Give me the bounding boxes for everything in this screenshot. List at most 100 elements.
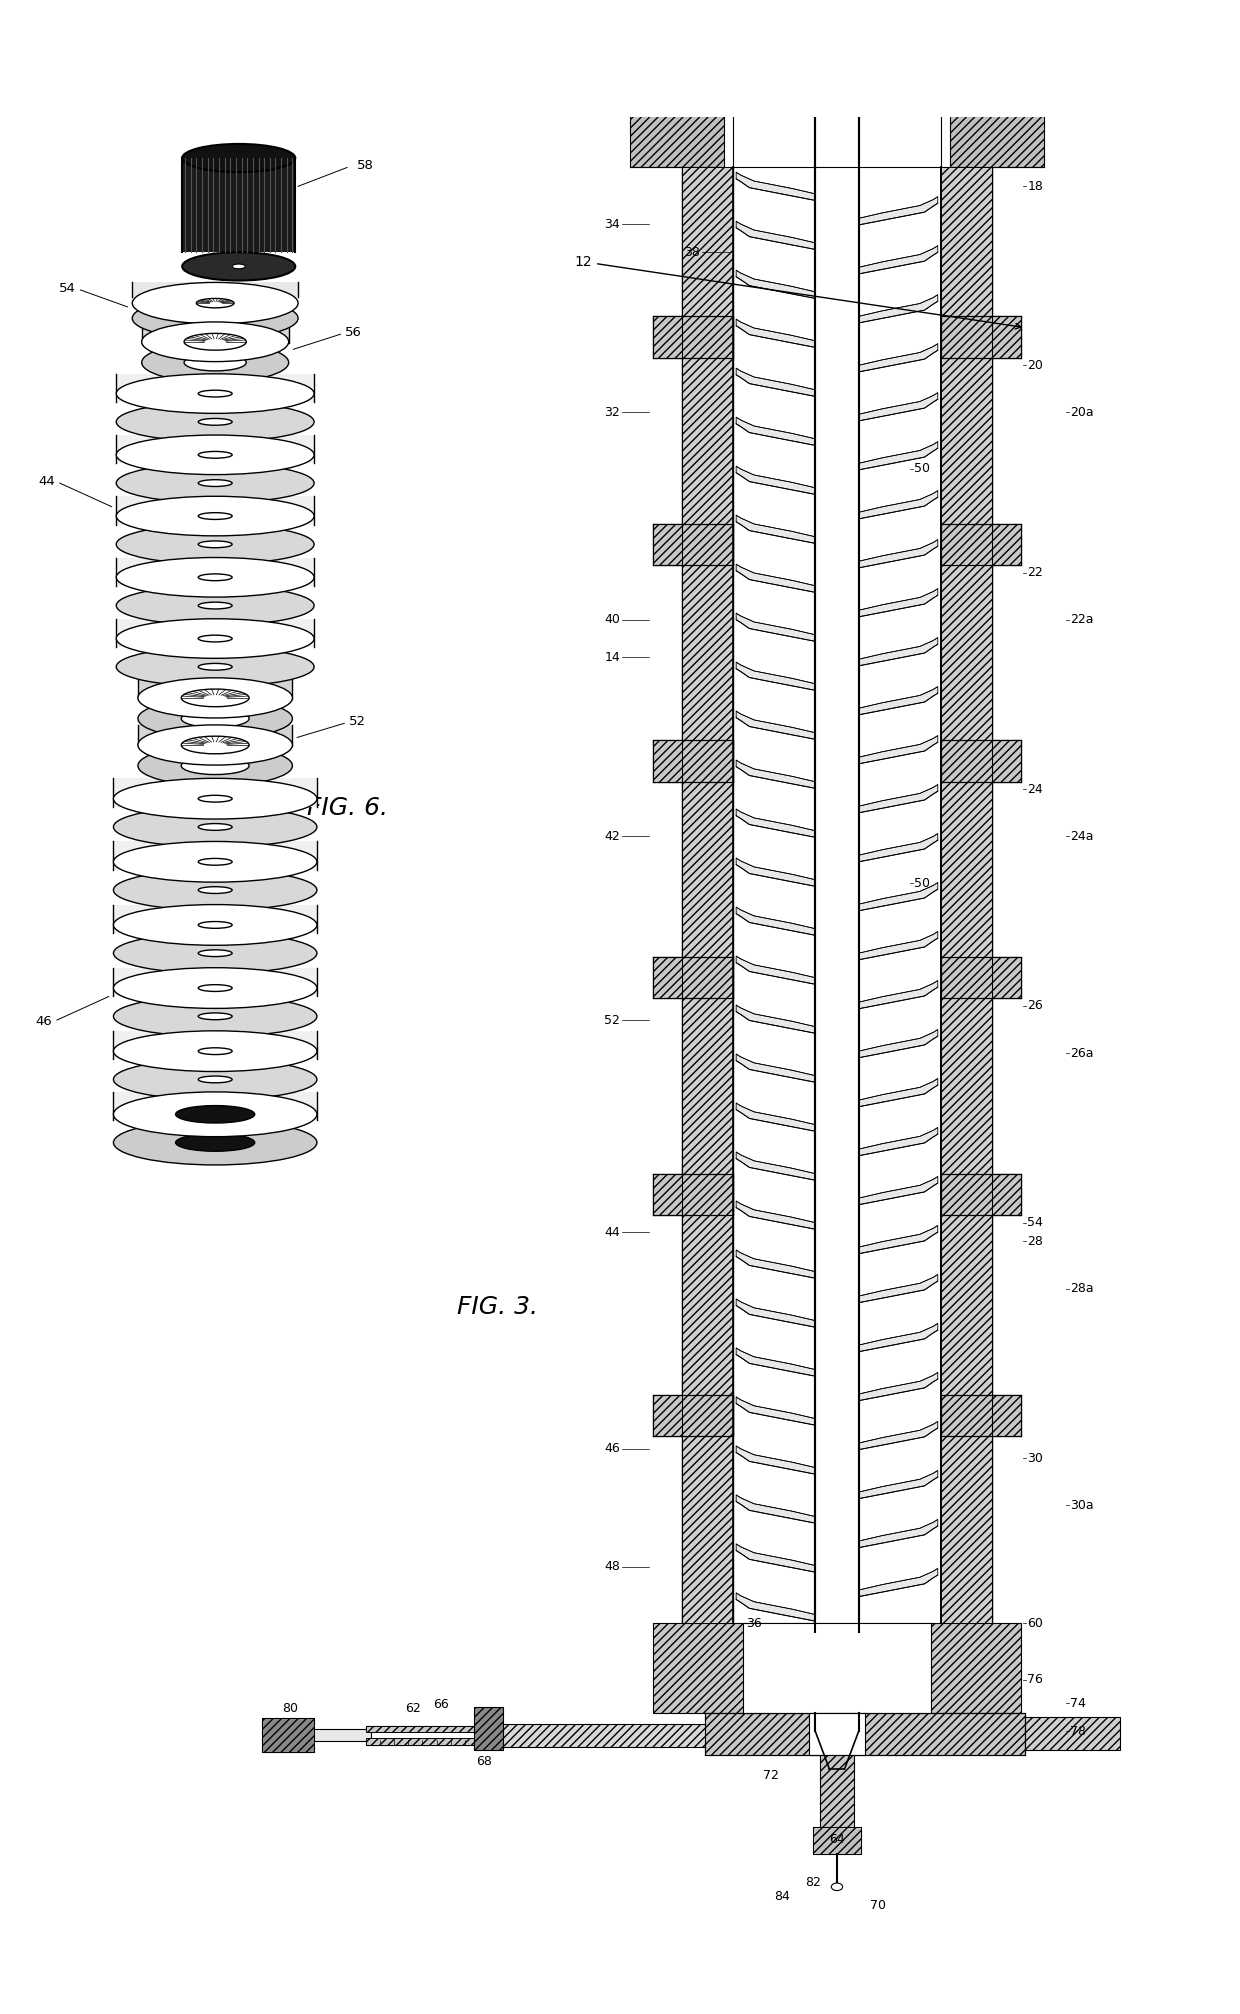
Polygon shape — [737, 1299, 815, 1327]
Ellipse shape — [117, 403, 314, 441]
Text: 76: 76 — [1027, 1674, 1043, 1686]
Text: 68: 68 — [476, 1754, 491, 1768]
Ellipse shape — [198, 858, 232, 866]
Polygon shape — [737, 711, 815, 739]
Ellipse shape — [133, 282, 298, 324]
Text: 72: 72 — [763, 1768, 779, 1782]
Polygon shape — [858, 1275, 937, 1303]
Polygon shape — [858, 197, 937, 226]
Bar — [653, 1174, 733, 1214]
Polygon shape — [858, 638, 937, 667]
Bar — [733, 54, 941, 167]
Ellipse shape — [113, 904, 317, 945]
Polygon shape — [737, 1545, 815, 1573]
Bar — [682, 167, 733, 1623]
Bar — [497, 1724, 706, 1748]
Ellipse shape — [117, 495, 314, 536]
Ellipse shape — [184, 354, 247, 371]
Ellipse shape — [181, 757, 249, 775]
Ellipse shape — [196, 298, 234, 308]
Text: 42: 42 — [605, 830, 620, 844]
Bar — [743, 1623, 931, 1712]
Text: 62: 62 — [405, 1702, 420, 1716]
Text: 54: 54 — [1027, 1216, 1043, 1229]
Text: 24a: 24a — [1070, 830, 1094, 844]
Text: 82: 82 — [806, 1875, 821, 1889]
Ellipse shape — [138, 745, 293, 785]
Text: 20a: 20a — [1070, 407, 1094, 419]
Bar — [653, 316, 733, 358]
Bar — [733, 167, 941, 1623]
Polygon shape — [858, 1176, 937, 1204]
Bar — [808, 1712, 866, 1754]
Polygon shape — [858, 1080, 937, 1108]
Ellipse shape — [198, 634, 232, 642]
Ellipse shape — [181, 709, 249, 727]
Polygon shape — [858, 294, 937, 322]
Text: 20: 20 — [1027, 358, 1043, 373]
Ellipse shape — [117, 463, 314, 504]
Polygon shape — [858, 588, 937, 616]
Bar — [653, 1396, 733, 1436]
Ellipse shape — [138, 699, 293, 739]
Text: 44: 44 — [605, 1227, 620, 1239]
Bar — [941, 167, 992, 1623]
Ellipse shape — [800, 0, 874, 20]
Polygon shape — [858, 1569, 937, 1597]
Text: 40: 40 — [604, 612, 620, 626]
Polygon shape — [737, 1446, 815, 1474]
Bar — [1025, 1718, 1120, 1750]
Polygon shape — [858, 1519, 937, 1547]
Ellipse shape — [198, 479, 232, 487]
Text: 18: 18 — [1027, 179, 1043, 193]
Text: 22: 22 — [1027, 566, 1043, 580]
Polygon shape — [858, 932, 937, 961]
Polygon shape — [858, 882, 937, 910]
Text: 80: 80 — [283, 1702, 299, 1716]
Ellipse shape — [196, 314, 234, 322]
Bar — [941, 524, 1021, 566]
Polygon shape — [858, 1225, 937, 1255]
Bar — [653, 1396, 733, 1436]
Bar — [138, 725, 293, 745]
Bar — [263, 1718, 314, 1752]
Polygon shape — [737, 1398, 815, 1426]
Bar — [653, 1174, 733, 1214]
Ellipse shape — [117, 618, 314, 659]
Bar — [941, 167, 992, 1623]
Text: 84: 84 — [774, 1889, 790, 1903]
Ellipse shape — [198, 824, 232, 830]
Text: 26: 26 — [1027, 999, 1043, 1013]
Ellipse shape — [113, 842, 317, 882]
Ellipse shape — [198, 1075, 232, 1084]
Ellipse shape — [198, 886, 232, 894]
Ellipse shape — [113, 997, 317, 1037]
Bar — [630, 54, 724, 167]
Bar — [113, 777, 317, 806]
Text: 48: 48 — [604, 1561, 620, 1573]
Bar — [263, 1718, 314, 1752]
Ellipse shape — [141, 322, 289, 363]
Text: 50: 50 — [914, 876, 930, 890]
Ellipse shape — [184, 334, 247, 350]
Bar — [117, 495, 314, 524]
Text: 30: 30 — [1027, 1452, 1043, 1464]
Bar — [813, 1827, 861, 1853]
Text: 28a: 28a — [1070, 1283, 1094, 1295]
Ellipse shape — [113, 967, 317, 1009]
Polygon shape — [737, 1200, 815, 1229]
Bar — [941, 1396, 1021, 1436]
Ellipse shape — [198, 514, 232, 520]
Polygon shape — [858, 1029, 937, 1057]
Polygon shape — [737, 1053, 815, 1082]
Polygon shape — [737, 906, 815, 934]
Ellipse shape — [198, 542, 232, 548]
Ellipse shape — [133, 298, 298, 338]
Ellipse shape — [198, 419, 232, 425]
Ellipse shape — [182, 252, 295, 280]
Ellipse shape — [198, 1047, 232, 1055]
Bar — [653, 741, 733, 781]
Text: 46: 46 — [36, 1015, 52, 1029]
Bar — [941, 316, 1021, 358]
Bar — [117, 558, 314, 586]
